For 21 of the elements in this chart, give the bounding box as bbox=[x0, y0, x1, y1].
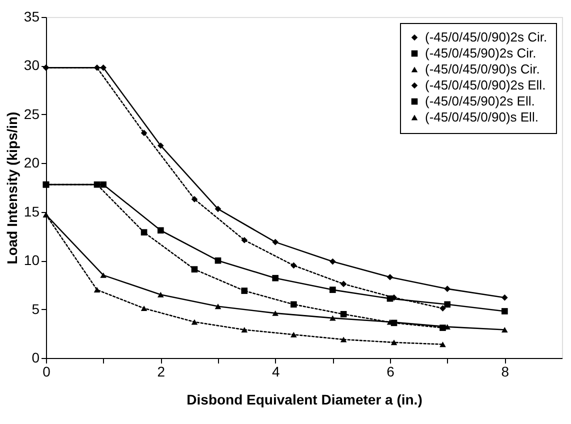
legend-label: (-45/0/45/0/90)s Cir. bbox=[425, 62, 540, 76]
y-tick-label: 5 bbox=[32, 300, 40, 317]
y-axis-title: Load Intensity (kips/in) bbox=[4, 112, 20, 264]
x-tick-label: 4 bbox=[272, 364, 280, 380]
legend-label: (-45/0/45/0/90)s Ell. bbox=[425, 110, 538, 124]
x-tick-label: 6 bbox=[386, 364, 395, 380]
legend-label: (-45/0/45/0/90)2s Ell. bbox=[425, 78, 546, 92]
x-tick-label: 8 bbox=[501, 364, 510, 380]
y-tick-label: 30 bbox=[24, 57, 40, 74]
y-tick-label: 20 bbox=[24, 154, 40, 171]
x-tick-label: 0 bbox=[42, 364, 51, 380]
legend-label: (-45/0/45/0/90)2s Cir. bbox=[425, 30, 548, 44]
y-tick-label: 35 bbox=[24, 8, 40, 24]
legend-label: (-45/0/45/90)2s Cir. bbox=[425, 46, 536, 60]
y-tick-label: 10 bbox=[24, 252, 40, 268]
legend-label: (-45/0/45/90)2s Ell. bbox=[425, 94, 535, 108]
x-axis-title: Disbond Equivalent Diameter a (in.) bbox=[186, 392, 422, 408]
y-tick-label: 25 bbox=[24, 106, 40, 122]
y-tick-label: 0 bbox=[32, 350, 40, 366]
y-tick-label: 15 bbox=[24, 203, 40, 220]
x-tick-label: 2 bbox=[157, 364, 166, 380]
